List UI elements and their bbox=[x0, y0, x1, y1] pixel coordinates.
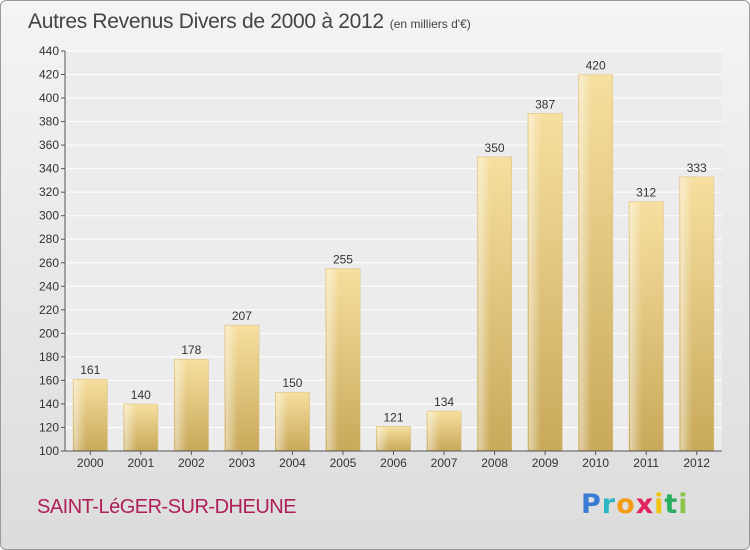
bar-value-label: 312 bbox=[636, 186, 656, 200]
y-tick-label: 240 bbox=[39, 279, 59, 293]
x-tick-label: 2000 bbox=[77, 456, 104, 470]
y-tick-label: 300 bbox=[39, 209, 59, 223]
chart-title-text: Autres Revenus Divers de 2000 à 2012 bbox=[28, 10, 384, 33]
logo-letter: i bbox=[678, 489, 689, 520]
y-tick-label: 380 bbox=[39, 115, 59, 129]
x-tick-label: 2007 bbox=[431, 456, 458, 470]
y-axis: 100 120 140 160 180 200 220 240 260 280 300 320 340 3… bbox=[39, 44, 66, 458]
bar-highlight bbox=[326, 269, 339, 450]
x-tick-label: 2010 bbox=[582, 456, 609, 470]
x-tick-label: 2012 bbox=[683, 456, 710, 470]
logo-letter: P bbox=[581, 489, 602, 520]
bar-value-label: 420 bbox=[586, 59, 606, 73]
bar-highlight bbox=[74, 380, 87, 450]
bar-value-label: 387 bbox=[535, 97, 555, 111]
logo-letter: x bbox=[635, 489, 655, 520]
bar-value-label: 121 bbox=[383, 410, 403, 424]
logo-letter: r bbox=[601, 489, 617, 520]
bar-highlight bbox=[225, 326, 238, 450]
proxiti-logo: Proxiti bbox=[581, 489, 689, 520]
y-tick-label: 400 bbox=[39, 91, 59, 105]
plot-area bbox=[65, 51, 722, 451]
bar-highlight bbox=[124, 404, 137, 450]
bar-highlight bbox=[528, 114, 541, 451]
x-tick-label: 2008 bbox=[481, 456, 508, 470]
x-tick-label: 2009 bbox=[532, 456, 559, 470]
x-tick-label: 2006 bbox=[380, 456, 407, 470]
bar-value-label: 255 bbox=[333, 253, 353, 267]
y-tick-label: 280 bbox=[39, 232, 59, 246]
y-tick-label: 120 bbox=[39, 420, 59, 434]
x-axis: 2000 2001 2002 2003 2004 2005 2006 2007 2008 2009… bbox=[65, 450, 722, 470]
logo-letter: i bbox=[654, 489, 665, 520]
x-tick-label: 2003 bbox=[229, 456, 256, 470]
x-tick-label: 2005 bbox=[330, 456, 357, 470]
y-tick-label: 180 bbox=[39, 350, 59, 364]
bar-value-label: 140 bbox=[131, 388, 151, 402]
y-tick-label: 360 bbox=[39, 138, 59, 152]
x-tick-label: 2001 bbox=[127, 456, 154, 470]
bar-highlight bbox=[579, 75, 592, 450]
chart-subtitle: (en milliers d'€) bbox=[389, 17, 471, 31]
bar-value-label: 207 bbox=[232, 309, 252, 323]
y-tick-label: 100 bbox=[39, 444, 59, 458]
bar-highlight bbox=[276, 393, 289, 450]
x-tick-label: 2002 bbox=[178, 456, 205, 470]
bar-value-label: 161 bbox=[80, 363, 100, 377]
bar-value-label: 178 bbox=[181, 343, 201, 357]
bar-value-label: 134 bbox=[434, 395, 454, 409]
y-tick-label: 420 bbox=[39, 68, 59, 82]
bar-value-label: 150 bbox=[282, 376, 302, 390]
y-tick-label: 320 bbox=[39, 185, 59, 199]
bar-highlight bbox=[630, 202, 643, 450]
bar-value-label: 350 bbox=[485, 141, 505, 155]
bar-highlight bbox=[680, 177, 693, 450]
commune-name: SAINT-LéGER-SUR-DHEUNE bbox=[37, 496, 297, 518]
x-tick-label: 2011 bbox=[633, 456, 659, 470]
y-tick-label: 220 bbox=[39, 303, 59, 317]
y-tick-label: 440 bbox=[39, 44, 59, 58]
y-tick-label: 160 bbox=[39, 373, 59, 387]
bar-highlight bbox=[175, 360, 188, 450]
y-tick-label: 140 bbox=[39, 397, 59, 411]
logo-letter: t bbox=[664, 489, 679, 520]
bar-value-label: 333 bbox=[687, 161, 707, 175]
bar-highlight bbox=[427, 412, 440, 450]
chart-title: Autres Revenus Divers de 2000 à 2012 (en … bbox=[28, 10, 471, 34]
x-tick-label: 2004 bbox=[279, 456, 306, 470]
bar-highlight bbox=[377, 427, 390, 450]
y-tick-label: 340 bbox=[39, 162, 59, 176]
grid-lines bbox=[65, 50, 722, 452]
logo-letter: o bbox=[616, 489, 636, 520]
y-tick-label: 200 bbox=[39, 326, 59, 340]
bar-highlight bbox=[478, 157, 491, 450]
bars: 161 140 178 207 150 255 121 134 350 387 420 312 333 bbox=[72, 59, 715, 452]
y-tick-label: 260 bbox=[39, 256, 59, 270]
